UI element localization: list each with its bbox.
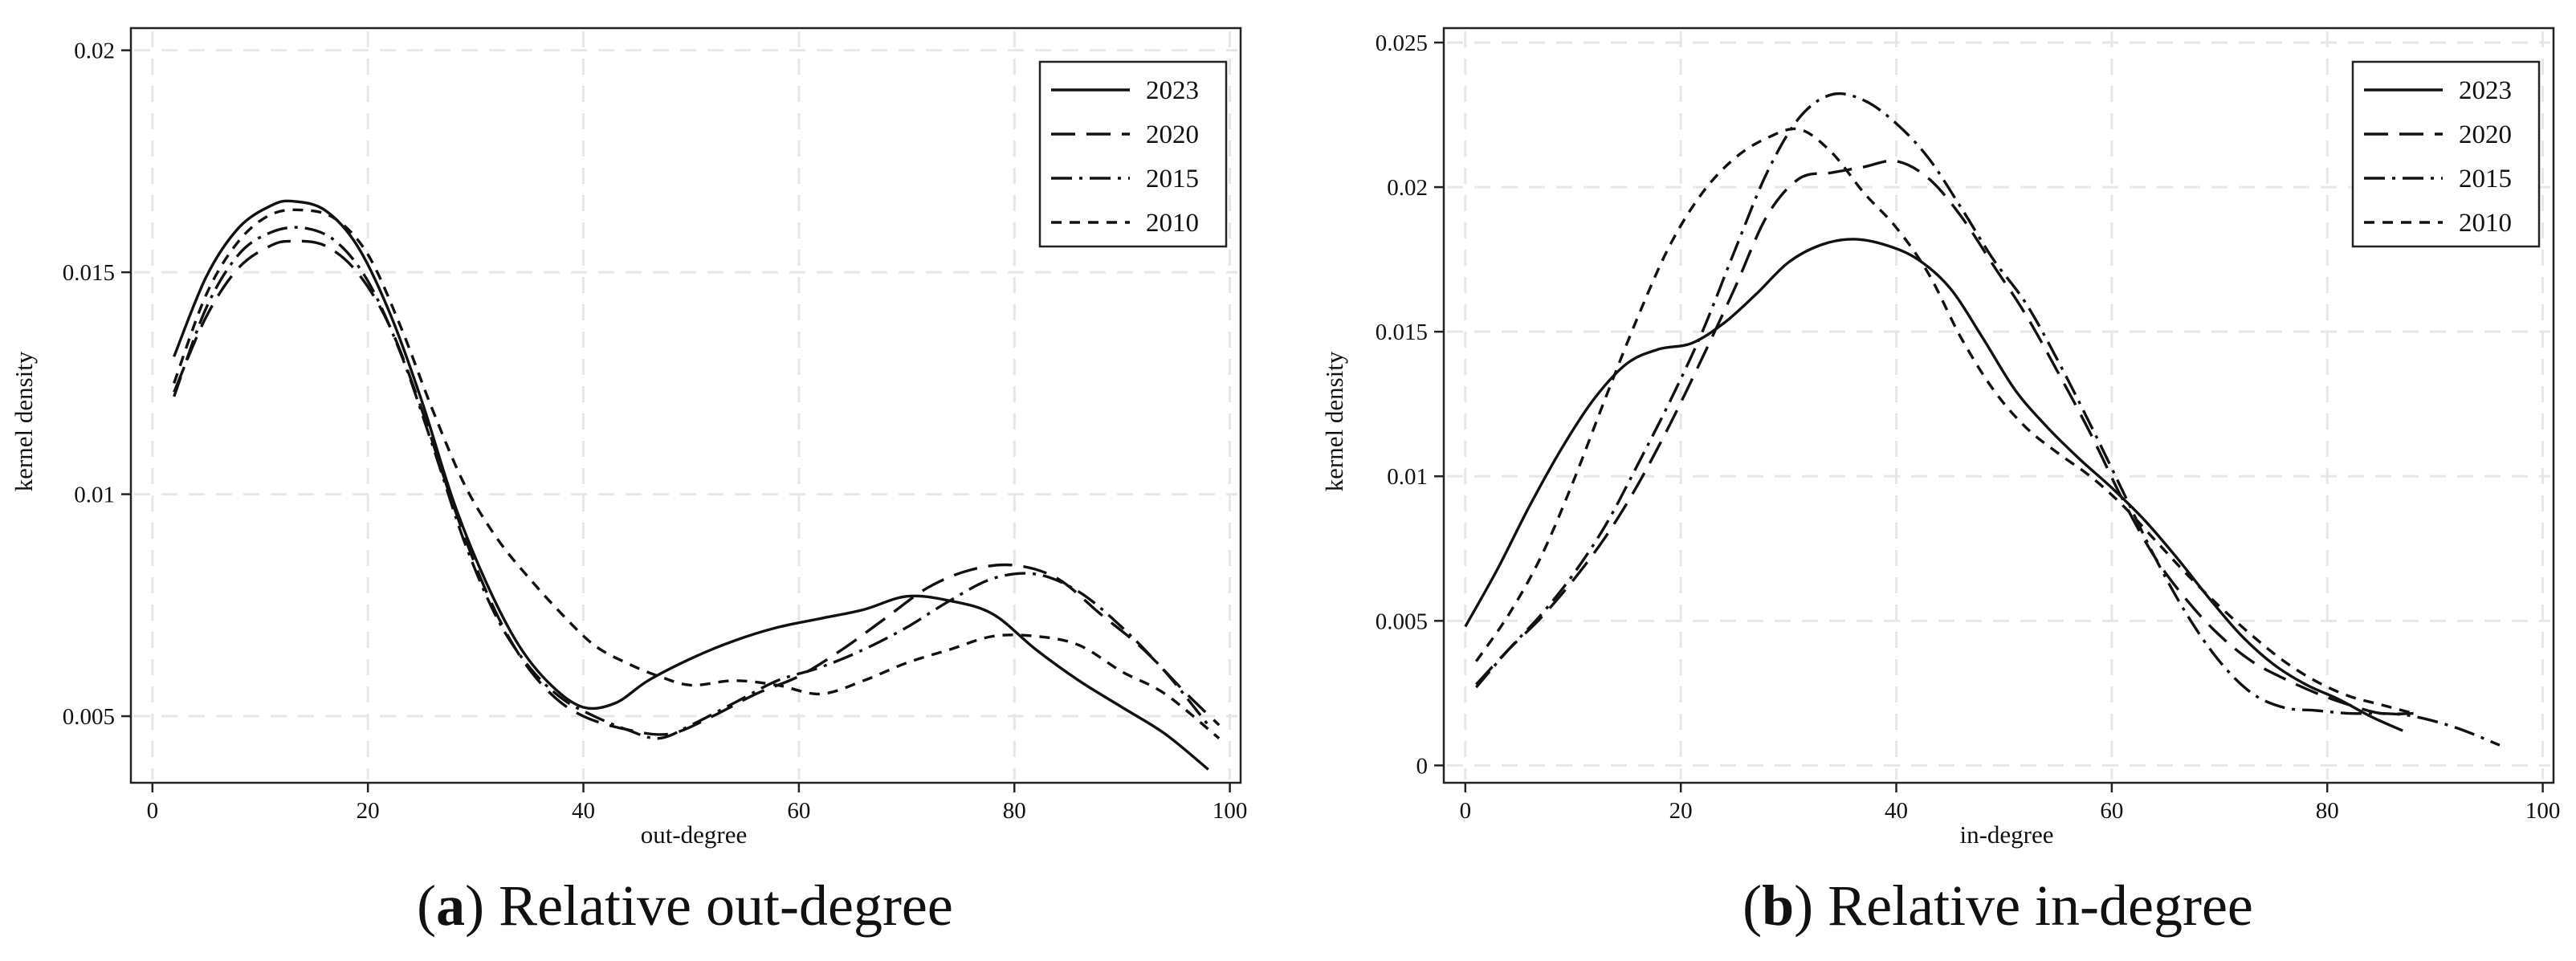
y-tick-label: 0.01	[74, 483, 115, 508]
grid	[1447, 31, 2550, 780]
legend: 2023 2020 2015 2010	[2351, 60, 2541, 248]
panel-caption: (b) Relative in-degree	[1742, 873, 2253, 938]
series-line-2020	[173, 239, 1221, 736]
x-tick-label: 20	[357, 798, 380, 824]
x-tick-label: 40	[1885, 798, 1908, 824]
x-tick-label: 100	[1213, 798, 1248, 824]
legend-label-2020: 2020	[2459, 120, 2512, 149]
y-axis-label: kernel density	[10, 351, 38, 491]
y-tick-label: 0.025	[1376, 31, 1428, 56]
x-tick-label: 80	[2316, 798, 2339, 824]
y-axis-label: kernel density	[1320, 351, 1348, 491]
grid	[134, 31, 1237, 780]
x-tick-label: 60	[2100, 798, 2123, 824]
legend-label-2023: 2023	[1146, 76, 1199, 105]
y-tick-label: 0.015	[1376, 320, 1428, 345]
x-tick-label: 0	[1460, 798, 1472, 824]
x-tick-label: 0	[147, 798, 159, 824]
y-tick-label: 0	[1416, 753, 1429, 779]
chart-panel-a: 0 20 40 60 80 100 0.005 0.01 0.015 0.02 out-degree…	[10, 26, 1248, 938]
legend-label-2010: 2010	[2459, 209, 2512, 238]
chart-panel-b: 0 20 40 60 80 100 0 0.005 0.01 0.015 0.02 0.025 in-d…	[1320, 26, 2561, 938]
legend-box	[1038, 60, 1228, 248]
series-line-2015	[1475, 92, 2501, 747]
series-line-2023	[173, 199, 1209, 771]
y-tick-label: 0.015	[63, 260, 115, 286]
legend-label-2010: 2010	[1146, 209, 1199, 238]
series-line-2010	[173, 208, 1221, 740]
series-line-2023	[1464, 238, 2403, 732]
caption-text: Relative in-degree	[1828, 873, 2253, 938]
series-line-2020	[1475, 159, 2414, 716]
panel-caption: (a) Relative out-degree	[417, 873, 953, 938]
caption-letter: b	[1762, 873, 1794, 938]
legend-label-2015: 2015	[2459, 165, 2512, 193]
series-line-2015	[173, 226, 1210, 740]
legend-label-2020: 2020	[1146, 120, 1199, 149]
plot-frame	[129, 26, 1242, 784]
x-tick-label: 20	[1669, 798, 1693, 824]
x-tick-label: 80	[1003, 798, 1026, 824]
x-tick-label: 60	[787, 798, 810, 824]
legend: 2023 2020 2015 2010	[1038, 60, 1228, 248]
y-tick-label: 0.02	[74, 39, 115, 64]
y-tick-label: 0.02	[1387, 175, 1428, 201]
caption-text: Relative out-degree	[499, 873, 953, 938]
x-tick-label: 100	[2525, 798, 2561, 824]
x-axis-label: out-degree	[641, 821, 748, 849]
legend-label-2023: 2023	[2459, 76, 2512, 105]
y-tick-label: 0.01	[1387, 464, 1428, 490]
x-axis-label: in-degree	[1959, 821, 2053, 849]
x-tick-label: 40	[572, 798, 595, 824]
plot-frame	[1442, 26, 2555, 784]
series-line-2010	[1474, 127, 2415, 715]
legend-label-2015: 2015	[1146, 165, 1199, 193]
y-tick-label: 0.005	[63, 704, 115, 730]
legend-box	[2351, 60, 2541, 248]
caption-letter: a	[436, 873, 465, 938]
y-tick-label: 0.005	[1376, 609, 1428, 634]
